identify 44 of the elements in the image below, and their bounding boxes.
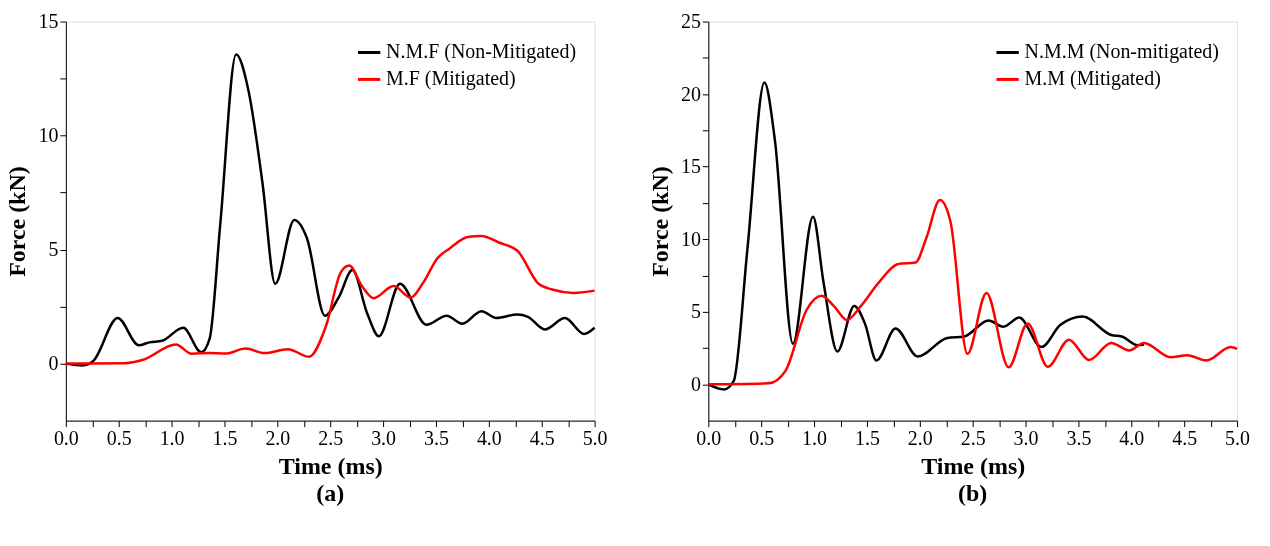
y-tick-label: 15 [38, 10, 59, 33]
x-tick-label: 3.5 [424, 427, 449, 450]
legend-label: M.F (Mitigated) [386, 67, 516, 91]
legend-label: N.M.M (Non-mitigated) [1024, 40, 1219, 64]
line-series [64, 234, 596, 365]
y-axis-title: Force (kN) [646, 166, 673, 277]
y-tick-label: 20 [680, 82, 701, 105]
y-axis-title: Force (kN) [4, 166, 31, 277]
x-tick-label: 1.5 [212, 427, 238, 450]
y-tick-label: 10 [38, 124, 59, 147]
x-axis-title: Time (ms) [921, 452, 1026, 479]
x-tick-label: 3.0 [1013, 427, 1039, 450]
x-tick-label: 1.5 [854, 427, 880, 450]
x-tick-label: 2.0 [265, 427, 291, 450]
x-tick-label: 4.0 [476, 427, 502, 450]
x-tick-label: 1.0 [802, 427, 828, 450]
y-tick-label: 0 [690, 372, 701, 395]
x-tick-label: 3.5 [1066, 427, 1092, 450]
x-tick-label: 4.5 [1172, 427, 1198, 450]
x-tick-label: 0.5 [749, 427, 775, 450]
x-tick-label: 2.0 [907, 427, 933, 450]
y-tick-label: 15 [680, 155, 701, 178]
x-tick-label: 4.0 [1119, 427, 1145, 450]
x-tick-label: 3.0 [371, 427, 397, 450]
y-tick-label: 5 [690, 300, 701, 323]
x-tick-label: 5.0 [582, 427, 608, 450]
x-tick-label: 0.0 [53, 427, 79, 450]
x-tick-label: 5.0 [1225, 427, 1251, 450]
x-tick-label: 0.5 [106, 427, 132, 450]
x-axis-title: Time (ms) [278, 452, 383, 479]
text: (a) [316, 480, 345, 507]
y-tick-label: 25 [680, 10, 701, 33]
x-tick-label: 2.5 [960, 427, 986, 450]
y-tick-label: 10 [680, 227, 701, 250]
legend-label: N.M.F (Non-Mitigated) [386, 40, 577, 64]
x-tick-label: 1.0 [159, 427, 185, 450]
legend-label: M.M (Mitigated) [1024, 67, 1161, 91]
y-tick-label: 0 [48, 352, 59, 375]
x-tick-label: 2.5 [318, 427, 344, 450]
line-series [707, 198, 1239, 386]
x-tick-label: 4.5 [529, 427, 555, 450]
y-tick-label: 5 [48, 238, 59, 261]
text: (b) [958, 480, 988, 507]
x-tick-label: 0.0 [696, 427, 722, 450]
